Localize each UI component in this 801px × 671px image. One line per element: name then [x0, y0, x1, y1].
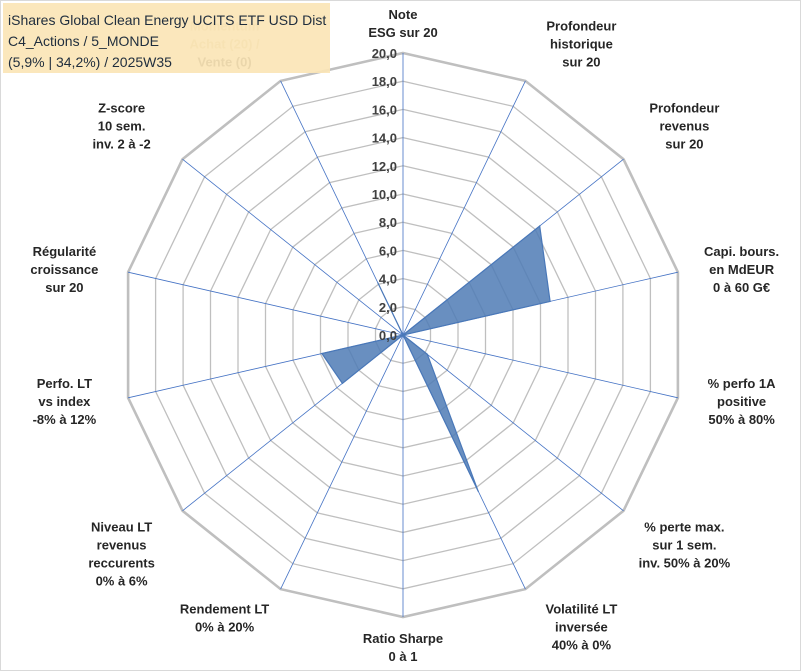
axis-label-line: en MdEUR: [709, 262, 775, 277]
tick-label: 6,0: [379, 243, 397, 258]
chart-title: iShares Global Clean Energy UCITS ETF US…: [8, 12, 327, 28]
series-point: [341, 382, 343, 384]
chart-subtitle-stats: (5,9% | 34,2%) / 2025W35: [8, 54, 172, 70]
axis-spoke: [402, 334, 624, 512]
axis-label: Z-score 10 sem. inv. 2 à -2: [92, 100, 150, 151]
axis-label-line: sur 20: [45, 280, 83, 295]
series-point: [539, 225, 541, 227]
tick-label: 16,0: [372, 102, 397, 117]
axis-spoke: [128, 271, 404, 336]
axis-label: % perfo 1A positive 50% à 80%: [708, 376, 777, 427]
axis-label-line: reccurents: [88, 556, 154, 571]
axis-label-line: historique: [550, 36, 613, 51]
axis-label: Profondeur revenus sur 20: [649, 100, 719, 151]
axis-spoke: [402, 334, 678, 399]
tick-label: 4,0: [379, 272, 397, 287]
axis-label-line: 50% à 80%: [708, 412, 775, 427]
axis-label: Perfo. LT vs index -8% à 12%: [33, 376, 97, 427]
axis-label-line: croissance: [30, 262, 98, 277]
chart-subtitle-category: C4_Actions / 5_MONDE: [8, 33, 159, 49]
tick-label: 2,0: [379, 300, 397, 315]
series-point: [321, 352, 323, 355]
axis-label-line: sur 1 sem.: [652, 538, 716, 553]
tick-label: 18,0: [372, 74, 397, 89]
series-point: [377, 282, 379, 284]
axis-label-line: vs index: [38, 394, 91, 409]
series-point: [426, 353, 428, 355]
axis-label: Régularité croissance sur 20: [30, 244, 98, 295]
axis-label-line: Note: [389, 7, 418, 22]
axis-label-line: % perfo 1A: [708, 376, 777, 391]
tick-label: 8,0: [379, 215, 397, 230]
tick-label: 10,0: [372, 187, 397, 202]
axis-label-line: positive: [717, 394, 766, 409]
axis-label-line: 0 à 1: [389, 649, 418, 664]
axis-label-line: 10 sem.: [98, 118, 146, 133]
axis-label-line: Perfo. LT: [37, 376, 92, 391]
axis-label-line: Capi. bours.: [704, 244, 779, 259]
tick-label: 0,0: [379, 328, 397, 343]
axis-label: Rendement LT 0% à 20%: [180, 602, 269, 635]
axis-label: Niveau LT revenus reccurents 0% à 6%: [88, 520, 154, 589]
tick-label: 12,0: [372, 159, 397, 174]
axis-label-line: Profondeur: [649, 100, 719, 115]
axis-label: Profondeur historique sur 20: [546, 18, 616, 69]
chart-title-box: [3, 3, 330, 73]
series-point: [477, 490, 479, 492]
axis-label-line: % perte max.: [644, 520, 724, 535]
axis-label: Capi. bours. en MdEUR 0 à 60 G€: [704, 244, 779, 295]
axis-label-line: Rendement LT: [180, 602, 269, 617]
axis-spoke: [182, 158, 404, 336]
radial-tick-labels: 0,0 2,0 4,0 6,0 8,0 10,0 12,0 14,0 16,0 18,0 20,0: [372, 46, 397, 343]
series-point: [549, 300, 551, 302]
axis-label-line: revenus: [659, 118, 709, 133]
axis-label-line: ESG sur 20: [368, 25, 437, 40]
axis-label-line: 40% à 0%: [552, 638, 612, 653]
axis-label-line: 0% à 6%: [96, 574, 148, 589]
axis-label: Volatilité LT inversée 40% à 0%: [546, 602, 618, 653]
axis-label-line: Volatilité LT: [546, 602, 618, 617]
axis-label-line: Niveau LT: [91, 520, 152, 535]
axis-label-line: Z-score: [98, 100, 145, 115]
axis-label-line: revenus: [97, 538, 147, 553]
axis-label-line: 0% à 20%: [195, 620, 255, 635]
axis-label: Note ESG sur 20: [368, 7, 437, 40]
axis-label-line: inversée: [555, 620, 608, 635]
axis-spoke: [280, 334, 404, 590]
series-point: [402, 334, 404, 336]
axis-label-line: 0 à 60 G€: [713, 280, 770, 295]
series-area: [320, 224, 551, 492]
axis-label-line: sur 20: [562, 54, 600, 69]
axis-label-line: sur 20: [665, 136, 703, 151]
radar-series: [320, 224, 551, 492]
axis-label: % perte max. sur 1 sem. inv. 50% à 20%: [639, 520, 731, 571]
axis-label-line: Ratio Sharpe: [363, 631, 443, 646]
axis-label-line: -8% à 12%: [33, 412, 97, 427]
axis-spoke: [402, 80, 526, 336]
axis-label-line: inv. 2 à -2: [92, 136, 150, 151]
axis-label-line: Profondeur: [546, 18, 616, 33]
axis-label: Ratio Sharpe 0 à 1: [363, 631, 443, 664]
axis-label-line: Régularité: [33, 244, 97, 259]
axis-label-line: inv. 50% à 20%: [639, 556, 731, 571]
tick-label: 20,0: [372, 46, 397, 61]
tick-label: 14,0: [372, 131, 397, 146]
